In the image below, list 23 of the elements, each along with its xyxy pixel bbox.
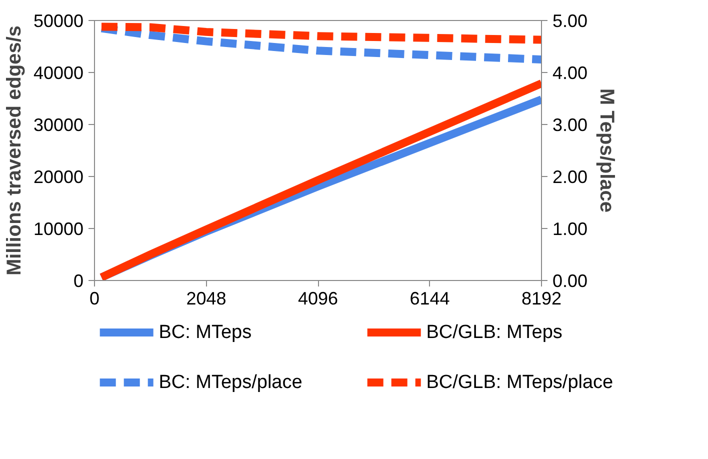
- y2-axis-title: M Teps/place: [596, 88, 618, 213]
- y-tick-label: 40000: [33, 63, 84, 83]
- legend-label: BC: MTeps: [158, 322, 252, 343]
- y2-tick-label: 0.00: [552, 271, 588, 291]
- legend-label: BC/GLB: MTeps/place: [426, 372, 614, 393]
- x-tick-label: 4096: [298, 288, 338, 308]
- y2-tick-label: 3.00: [552, 115, 588, 135]
- y2-tick-label: 4.00: [552, 63, 588, 83]
- x-tick-label: 6144: [410, 288, 450, 308]
- y2-tick-label: 1.00: [552, 219, 588, 239]
- y-tick-label: 20000: [33, 167, 84, 187]
- y-axis-title: Millions traversed edges/s: [3, 25, 26, 276]
- legend-label: BC: MTeps/place: [158, 372, 302, 393]
- y-tick-label: 50000: [33, 11, 84, 31]
- x-tick-label: 0: [89, 288, 100, 308]
- y2-tick-label: 5.00: [552, 11, 588, 31]
- y-tick-label: 0: [73, 271, 84, 291]
- x-tick-label: 8192: [521, 288, 562, 308]
- y2-tick-label: 2.00: [552, 167, 588, 187]
- legend-label: BC/GLB: MTeps: [426, 322, 562, 343]
- y-tick-label: 10000: [33, 219, 84, 239]
- x-tick-label: 2048: [186, 288, 226, 308]
- y-tick-label: 30000: [33, 115, 84, 135]
